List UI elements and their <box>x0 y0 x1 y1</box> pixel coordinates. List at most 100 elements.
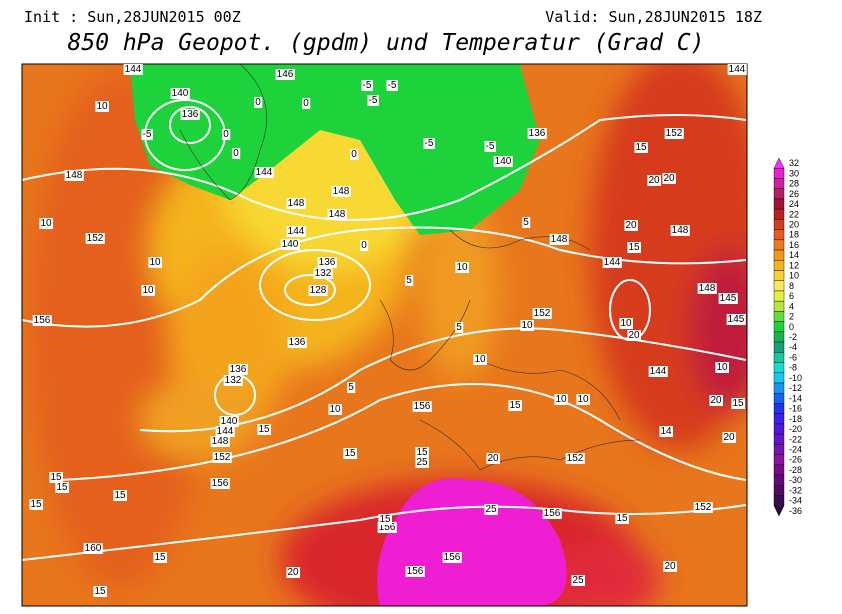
label-box <box>442 552 462 563</box>
legend-swatch <box>773 311 785 322</box>
label-box <box>571 575 585 586</box>
contour-label: 25 <box>416 457 428 468</box>
label-box <box>624 220 638 231</box>
label-box <box>83 543 103 554</box>
label-box <box>331 186 351 197</box>
legend-swatch <box>773 260 785 271</box>
contour-label: 15 <box>379 514 391 525</box>
label-box <box>228 364 248 375</box>
contour-label: 128 <box>310 285 327 296</box>
contour-label: 25 <box>572 575 584 586</box>
contour-label: -5 <box>388 80 397 91</box>
label-box <box>508 400 522 411</box>
legend-swatch <box>773 208 785 220</box>
contour-label: 20 <box>723 432 735 443</box>
contour-label: 20 <box>487 453 499 464</box>
contour-label: 10 <box>474 354 486 365</box>
label-box <box>308 285 328 296</box>
contour-label: 144 <box>125 64 142 75</box>
label-box <box>615 513 629 524</box>
contour-label: -5 <box>363 80 372 91</box>
label-box <box>473 354 487 365</box>
legend-label: -18 <box>789 414 802 424</box>
contour-label: 10 <box>716 362 728 373</box>
contour-label: 20 <box>648 175 660 186</box>
label-box <box>64 170 84 181</box>
label-box <box>619 318 633 329</box>
label-box <box>520 320 534 331</box>
label-box <box>647 175 661 186</box>
contour-label: 156 <box>34 315 51 326</box>
legend-swatch <box>773 290 785 302</box>
contour-label: 15 <box>94 586 106 597</box>
contour-label: 15 <box>344 448 356 459</box>
contour-label: 156 <box>544 508 561 519</box>
contour-label: 5 <box>348 382 354 393</box>
contour-label: -5 <box>425 138 434 149</box>
legend-swatch <box>773 393 785 404</box>
legend-swatch <box>773 372 785 384</box>
contour-label: 25 <box>485 504 497 515</box>
contour-label: 136 <box>289 337 306 348</box>
legend-label: 24 <box>789 199 799 209</box>
legend-label: 4 <box>789 301 794 311</box>
label-box <box>377 522 397 533</box>
legend-label: -14 <box>789 393 802 403</box>
init-time: Init : Sun,28JUN2015 00Z <box>24 8 241 26</box>
legend-swatch <box>773 168 785 179</box>
label-box <box>493 156 513 167</box>
contour-label: 156 <box>444 552 461 563</box>
legend-swatch <box>773 413 785 425</box>
legend-swatch <box>773 362 785 373</box>
legend-label: -30 <box>789 475 802 485</box>
label-box <box>709 395 723 406</box>
contour-label: 148 <box>333 186 350 197</box>
contour-label: 0 <box>223 129 229 140</box>
label-box <box>49 472 63 483</box>
contour-label: 15 <box>732 398 744 409</box>
label-box <box>378 514 392 525</box>
legend-swatch <box>773 239 785 251</box>
label-box <box>565 453 585 464</box>
contour-label: 0 <box>255 97 261 108</box>
legend-swatch <box>773 198 785 210</box>
label-box <box>662 173 676 184</box>
label-box <box>726 314 746 325</box>
contour-label: 10 <box>620 318 632 329</box>
contour-label: 136 <box>319 257 336 268</box>
label-box <box>55 482 69 493</box>
label-box <box>455 262 469 273</box>
legend-label: -4 <box>789 342 797 352</box>
legend-label: -20 <box>789 424 802 434</box>
label-box <box>148 257 162 268</box>
label-box <box>602 257 622 268</box>
legend-label: -36 <box>789 506 802 516</box>
contour-label: 15 <box>30 499 42 510</box>
contour-label: 136 <box>529 128 546 139</box>
label-box <box>693 502 713 513</box>
label-box <box>286 226 306 237</box>
label-box <box>219 416 239 427</box>
label-box <box>486 453 500 464</box>
label-box <box>484 141 496 152</box>
legend-swatch <box>773 505 785 517</box>
contour-label: 15 <box>509 400 521 411</box>
contour-label: -5 <box>143 129 152 140</box>
contour-label: 156 <box>379 522 396 533</box>
legend-label: -34 <box>789 496 802 506</box>
contour-label: 10 <box>456 262 468 273</box>
contour-label: 156 <box>212 478 229 489</box>
label-box <box>634 142 648 153</box>
label-box <box>627 242 641 253</box>
label-box <box>455 322 464 333</box>
legend-swatch <box>773 454 785 466</box>
contour-label: 144 <box>650 366 667 377</box>
label-box <box>718 293 738 304</box>
label-box <box>141 129 153 140</box>
contour-label: 15 <box>50 472 62 483</box>
label-box <box>722 432 736 443</box>
valid-time: Valid: Sun,28JUN2015 18Z <box>545 8 762 26</box>
label-box <box>254 167 274 178</box>
label-box <box>93 586 107 597</box>
legend-label: 6 <box>789 291 794 301</box>
